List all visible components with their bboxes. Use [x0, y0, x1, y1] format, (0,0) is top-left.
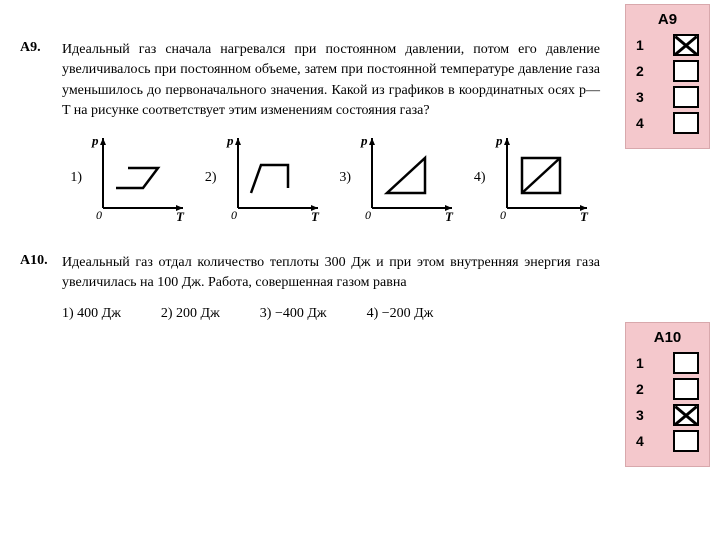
question-text: Идеальный газ сначала нагревался при пос… [62, 40, 600, 121]
svg-text:T: T [311, 209, 320, 223]
option-3: 3) −400 Дж [260, 306, 327, 322]
answer-checkbox[interactable] [673, 34, 699, 56]
graph-svg-2: 0 T p [223, 133, 323, 223]
options-row: 1) 400 Дж 2) 200 Дж 3) −400 Дж 4) −200 Д… [62, 306, 600, 322]
graph-option-2: 2) 0 T p [205, 133, 323, 223]
graph-label: 2) [205, 170, 217, 186]
answer-checkbox[interactable] [673, 404, 699, 426]
panel-row-2: 2 [636, 378, 699, 400]
graph-option-4: 4) 0 T p [474, 133, 592, 223]
svg-text:0: 0 [500, 208, 506, 222]
graphs-row: 1) 0 T p 2) 0 T p [62, 133, 600, 223]
svg-text:T: T [445, 209, 454, 223]
main-content: А9. Идеальный газ сначала нагревался при… [0, 0, 620, 322]
graph-svg-1: 0 T p [88, 133, 188, 223]
question-number: А9. [20, 40, 62, 121]
graph-label: 3) [339, 170, 351, 186]
svg-text:p: p [495, 133, 503, 148]
svg-text:0: 0 [96, 208, 102, 222]
row-number: 4 [636, 433, 652, 449]
option-2: 2) 200 Дж [161, 306, 220, 322]
answer-checkbox[interactable] [673, 352, 699, 374]
svg-text:0: 0 [365, 208, 371, 222]
panel-row-1: 1 [636, 352, 699, 374]
svg-text:T: T [580, 209, 589, 223]
graph-label: 4) [474, 170, 486, 186]
question-a10: А10. Идеальный газ отдал количество тепл… [20, 253, 600, 294]
panel-row-2: 2 [636, 60, 699, 82]
graph-svg-4: 0 T p [492, 133, 592, 223]
row-number: 3 [636, 407, 652, 423]
panel-row-1: 1 [636, 34, 699, 56]
answer-checkbox[interactable] [673, 86, 699, 108]
question-number: А10. [20, 253, 62, 294]
question-a9: А9. Идеальный газ сначала нагревался при… [20, 40, 600, 121]
row-number: 2 [636, 63, 652, 79]
svg-text:p: p [360, 133, 368, 148]
panel-title: А10 [632, 329, 703, 346]
answer-panel-a9: А9 1 2 3 4 [625, 4, 710, 149]
graph-label: 1) [70, 170, 82, 186]
answer-checkbox[interactable] [673, 430, 699, 452]
answer-panel-a10: А10 1 2 3 4 [625, 322, 710, 467]
option-4: 4) −200 Дж [367, 306, 434, 322]
row-number: 3 [636, 89, 652, 105]
panel-row-3: 3 [636, 86, 699, 108]
row-number: 4 [636, 115, 652, 131]
row-number: 2 [636, 381, 652, 397]
panel-title: А9 [632, 11, 703, 28]
panel-row-3: 3 [636, 404, 699, 426]
graph-option-1: 1) 0 T p [70, 133, 188, 223]
question-text: Идеальный газ отдал количество теплоты 3… [62, 253, 600, 294]
graph-svg-3: 0 T p [357, 133, 457, 223]
svg-text:T: T [176, 209, 185, 223]
svg-text:p: p [91, 133, 99, 148]
svg-text:0: 0 [231, 208, 237, 222]
answer-checkbox[interactable] [673, 112, 699, 134]
answer-checkbox[interactable] [673, 60, 699, 82]
answer-checkbox[interactable] [673, 378, 699, 400]
graph-option-3: 3) 0 T p [339, 133, 457, 223]
svg-text:p: p [226, 133, 234, 148]
panel-row-4: 4 [636, 430, 699, 452]
row-number: 1 [636, 355, 652, 371]
row-number: 1 [636, 37, 652, 53]
panel-row-4: 4 [636, 112, 699, 134]
option-1: 1) 400 Дж [62, 306, 121, 322]
